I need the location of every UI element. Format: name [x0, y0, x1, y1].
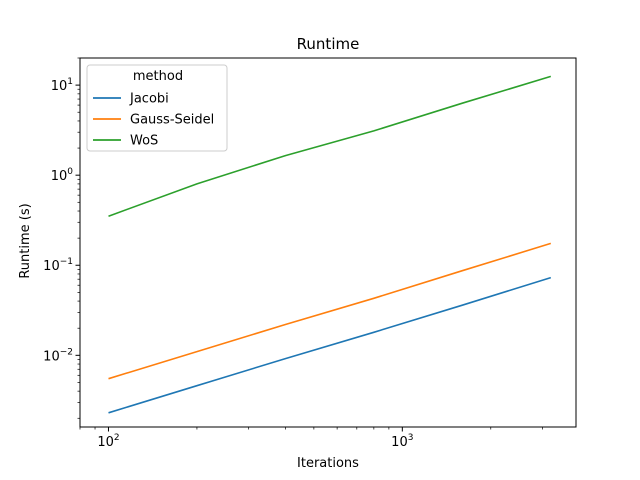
legend-label-wos: WoS [130, 134, 158, 149]
legend-box [86, 64, 228, 152]
legend-label-jacobi: Jacobi [129, 92, 169, 107]
chart-title: Runtime [297, 35, 360, 53]
series-line-wos [108, 75, 552, 217]
legend-title: method [133, 69, 183, 84]
series-line-gauss-seidel [108, 242, 552, 380]
legend-label-gauss-seidel: Gauss-Seidel [130, 113, 214, 128]
x-tick-label: 103 [391, 433, 413, 450]
y-axis-label: Runtime (s) [18, 203, 33, 278]
y-tick-label: 100 [51, 167, 74, 184]
x-tick-label: 102 [97, 433, 119, 450]
x-axis-label: Iterations [297, 456, 359, 471]
y-tick-label: 101 [51, 77, 73, 94]
series-line-jacobi [108, 276, 552, 414]
axes-frame [79, 57, 577, 428]
y-tick-label: 10−2 [43, 347, 73, 364]
legend: method Jacobi Gauss-Seidel WoS [86, 64, 228, 152]
plot-area: 102 103 10−2 10−1 100 101 [43, 57, 577, 450]
y-tick-label: 10−1 [43, 257, 73, 274]
